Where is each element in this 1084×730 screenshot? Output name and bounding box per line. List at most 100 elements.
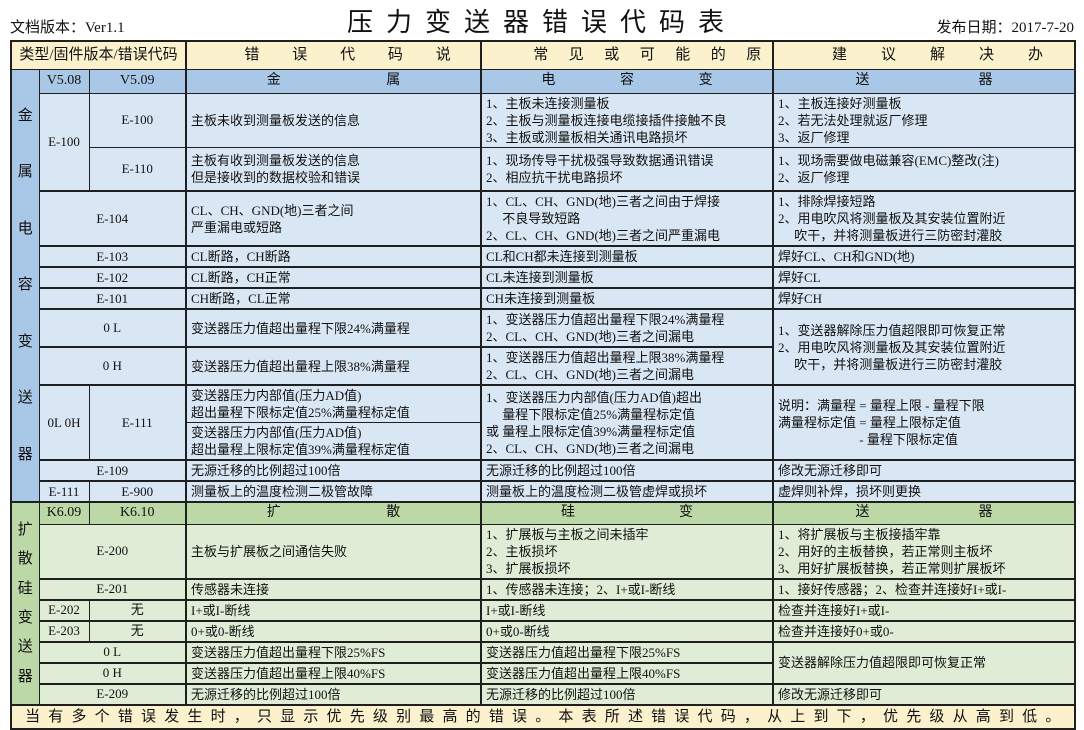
column-header-description: 错误代码说明: [185, 40, 482, 70]
metal-firmware-new: V5.09: [88, 68, 187, 94]
cause-cell: 1、传感器未连接；2、I+或I-断线: [480, 577, 774, 600]
metal-band-part3: 送器: [772, 68, 1076, 94]
code-cell-left: E-203: [38, 619, 90, 642]
desc-cell: 变送器压力值超出量程上限38%满量程: [185, 346, 482, 386]
cause-cell: 1、扩展板与主板之间未插牢 2、主板损坏 3、扩展板损坏: [480, 523, 774, 579]
doc-version-label: 文档版本：Ver1.1: [10, 20, 125, 36]
solution-cell: 1、将扩展板与主板接插牢靠 2、用好的主板替换，若正常则主板坏 3、用好扩展板替…: [772, 523, 1076, 579]
column-header-row: 类型/固件版本/错误代码 错误代码说明 常见或可能的原因 建议解决办法: [10, 40, 1076, 70]
desc-cell: I+或I-断线: [185, 598, 482, 621]
cause-cell: 测量板上的温度检测二极管虚焊或损坏: [480, 480, 774, 503]
code-cell-group: E-100: [38, 92, 90, 192]
top-bar: 文档版本：Ver1.1 压力变送器错误代码表 发布日期：2017-7-20: [10, 0, 1074, 40]
error-row-e202: E-202 无 I+或I-断线 I+或I-断线 检查并连接好I+或I-: [11, 598, 1076, 621]
code-cell: E-200: [38, 523, 187, 579]
cause-cell: 无源迁移的比例超过100倍: [480, 459, 774, 482]
error-row-e109: E-109 无源迁移的比例超过100倍 无源迁移的比例超过100倍 修改无源迁移…: [11, 459, 1076, 482]
solution-cell: 检查并连接好0+或0-: [772, 619, 1076, 642]
error-row-e201: E-201 传感器未连接 1、传感器未连接；2、I+或I-断线 1、接好传感器；…: [11, 577, 1076, 600]
column-header-cause: 常见或可能的原因: [480, 40, 774, 70]
code-cell: E-109: [38, 459, 187, 482]
solution-cell: 1、主板连接好测量板 2、若无法处理就返厂修理 3、返厂修理: [772, 92, 1076, 148]
error-row-e203: E-203 无 0+或0-断线 0+或0-断线 检查并连接好0+或0-: [11, 619, 1076, 642]
code-cell: 0 H: [38, 661, 187, 684]
error-row-e900: E-111 E-900 测量板上的温度检测二极管故障 测量板上的温度检测二极管虚…: [11, 480, 1076, 503]
desc-cell: 变送器压力内部值(压力AD值) 超出量程上限标定值39%满量程标定值: [185, 422, 482, 461]
code-cell-right: E-900: [88, 480, 187, 503]
solution-cell: 焊好CH: [772, 287, 1076, 310]
desc-cell: 变送器压力值超出量程下限24%满量程: [185, 308, 482, 348]
silicon-firmware-old: K6.09: [38, 501, 90, 525]
error-row-e111b: 变送器压力内部值(压力AD值) 超出量程上限标定值39%满量程标定值: [11, 422, 1075, 461]
solution-cell: 1、接好传感器；2、检查并连接好I+或I-: [772, 577, 1076, 600]
solution-cell: 焊好CL: [772, 266, 1076, 289]
solution-cell: 1、排除焊接短路 2、用电吹风将测量板及其安装位置附近 吹干，并将测量板进行三防…: [772, 190, 1076, 247]
solution-cell: 修改无源迁移即可: [772, 682, 1076, 705]
metal-band-row: 金属电容变送器 V5.08 V5.09 金属 电容变 送器: [10, 68, 1076, 503]
priority-note: 当有多个错误发生时，只显示优先级别最高的错误。本表所述错误代码，从上到下，优先级…: [10, 703, 1076, 729]
error-row-ol: 0 L 变送器压力值超出量程下限24%满量程 1、变送器压力值超出量程下限24%…: [11, 308, 1076, 386]
error-row-ol-silicon: 0 L 变送器压力值超出量程下限25%FS 变送器压力值超出量程下限25%FS …: [11, 640, 1076, 684]
desc-cell: 变送器压力值超出量程下限25%FS: [185, 640, 482, 663]
error-code-table: 类型/固件版本/错误代码 错误代码说明 常见或可能的原因 建议解决办法 金属电容…: [10, 40, 1077, 730]
desc-cell: 测量板上的温度检测二极管故障: [185, 480, 482, 503]
error-row-e110: E-110 主板有收到测量板发送的信息 但是接收到的数据校验和错误 1、现场传导…: [11, 146, 1076, 192]
code-cell-right: 无: [88, 619, 187, 642]
cause-cell: 无源迁移的比例超过100倍: [480, 682, 774, 705]
metal-firmware-old: V5.08: [38, 68, 90, 94]
code-cell: E-110: [88, 146, 187, 192]
cause-cell: 1、变送器压力内部值(压力AD值)超出 量程下限标定值25%满量程标定值 或 量…: [480, 384, 774, 461]
desc-cell: 变送器压力内部值(压力AD值) 超出量程下限标定值25%满量程标定值: [185, 384, 482, 423]
code-cell: 0 H: [38, 346, 187, 386]
code-cell: E-201: [38, 577, 187, 600]
silicon-band-part3: 送器: [772, 501, 1076, 525]
code-cell: E-100: [88, 92, 187, 148]
code-cell-right: E-111: [88, 384, 187, 461]
cause-cell: 1、变送器压力值超出量程下限24%满量程 2、CL、CH、GND(地)三者之间漏…: [480, 308, 774, 348]
desc-cell: 主板有收到测量板发送的信息 但是接收到的数据校验和错误: [185, 146, 482, 192]
cause-cell: 1、现场传导干扰极强导致数据通讯错误 2、相应抗干扰电路损坏: [480, 146, 774, 192]
error-row-e200: E-200 主板与扩展板之间通信失败 1、扩展板与主板之间未插牢 2、主板损坏 …: [11, 523, 1076, 579]
desc-cell: 主板未收到测量板发送的信息: [185, 92, 482, 148]
error-row-e103: E-103 CL断路，CH断路 CL和CH都未连接到测量板 焊好CL、CH和GN…: [11, 245, 1076, 268]
release-date-label: 发布日期：2017-7-20: [936, 20, 1075, 36]
cause-cell: 1、主板未连接测量板 2、主板与测量板连接电缆接插件接触不良 3、主板或测量板相…: [480, 92, 774, 148]
solution-cell: 修改无源迁移即可: [772, 459, 1076, 482]
code-cell: E-209: [38, 682, 187, 705]
code-cell: 0 L: [38, 308, 187, 348]
desc-cell: CL断路，CH正常: [185, 266, 482, 289]
error-row-e111: 0L 0H E-111 变送器压力内部值(压力AD值) 超出量程下限标定值25%…: [11, 384, 1076, 461]
cause-cell: 变送器压力值超出量程上限40%FS: [480, 661, 774, 684]
cause-cell: CH未连接到测量板: [480, 287, 774, 310]
page-title: 压力变送器错误代码表: [346, 7, 737, 37]
code-cell: E-102: [38, 266, 187, 289]
desc-cell: CL、CH、GND(地)三者之间 严重漏电或短路: [185, 190, 482, 247]
metal-band-part2: 电容变: [480, 68, 774, 94]
code-cell-left: 0L 0H: [38, 384, 90, 461]
cause-cell: 1、CL、CH、GND(地)三者之间由于焊接 不良导致短路 2、CL、CH、GN…: [480, 190, 774, 247]
desc-cell: 无源迁移的比例超过100倍: [185, 459, 482, 482]
cause-cell: 1、变送器压力值超出量程上限38%满量程 2、CL、CH、GND(地)三者之间漏…: [480, 346, 774, 386]
code-cell-left: E-202: [38, 598, 90, 621]
silicon-section-side-label: 扩散硅变送器: [10, 501, 40, 705]
solution-note-cell: 说明：满量程 = 量程上限 - 量程下限 满量程标定值 = 量程上限标定值 - …: [772, 384, 1076, 461]
cause-cell: 0+或0-断线: [480, 619, 774, 642]
silicon-band-row: 扩散硅变送器 K6.09 K6.10 扩散 硅变 送器: [10, 501, 1076, 705]
code-cell-left: E-111: [38, 480, 90, 503]
metal-section-side-label: 金属电容变送器: [10, 68, 40, 503]
cause-cell: CL未连接到测量板: [480, 266, 774, 289]
desc-cell: CH断路，CL正常: [185, 287, 482, 310]
silicon-firmware-new: K6.10: [88, 501, 187, 525]
column-header-type: 类型/固件版本/错误代码: [10, 40, 187, 70]
solution-cell: 检查并连接好I+或I-: [772, 598, 1076, 621]
cause-cell: CL和CH都未连接到测量板: [480, 245, 774, 268]
error-row-e102: E-102 CL断路，CH正常 CL未连接到测量板 焊好CL: [11, 266, 1076, 289]
silicon-band-part1: 扩散: [185, 501, 482, 525]
column-header-solution: 建议解决办法: [772, 40, 1076, 70]
error-row-oh-silicon: 0 H 变送器压力值超出量程上限40%FS 变送器压力值超出量程上限40%FS: [11, 661, 1075, 684]
desc-cell: 传感器未连接: [185, 577, 482, 600]
metal-band-part1: 金属: [185, 68, 482, 94]
error-row-e104: E-104 CL、CH、GND(地)三者之间 严重漏电或短路 1、CL、CH、G…: [11, 190, 1076, 247]
solution-cell-shared: 变送器解除压力值超限即可恢复正常: [772, 640, 1076, 684]
error-row-e100: E-100 E-100 主板未收到测量板发送的信息 1、主板未连接测量板 2、主…: [11, 92, 1076, 192]
